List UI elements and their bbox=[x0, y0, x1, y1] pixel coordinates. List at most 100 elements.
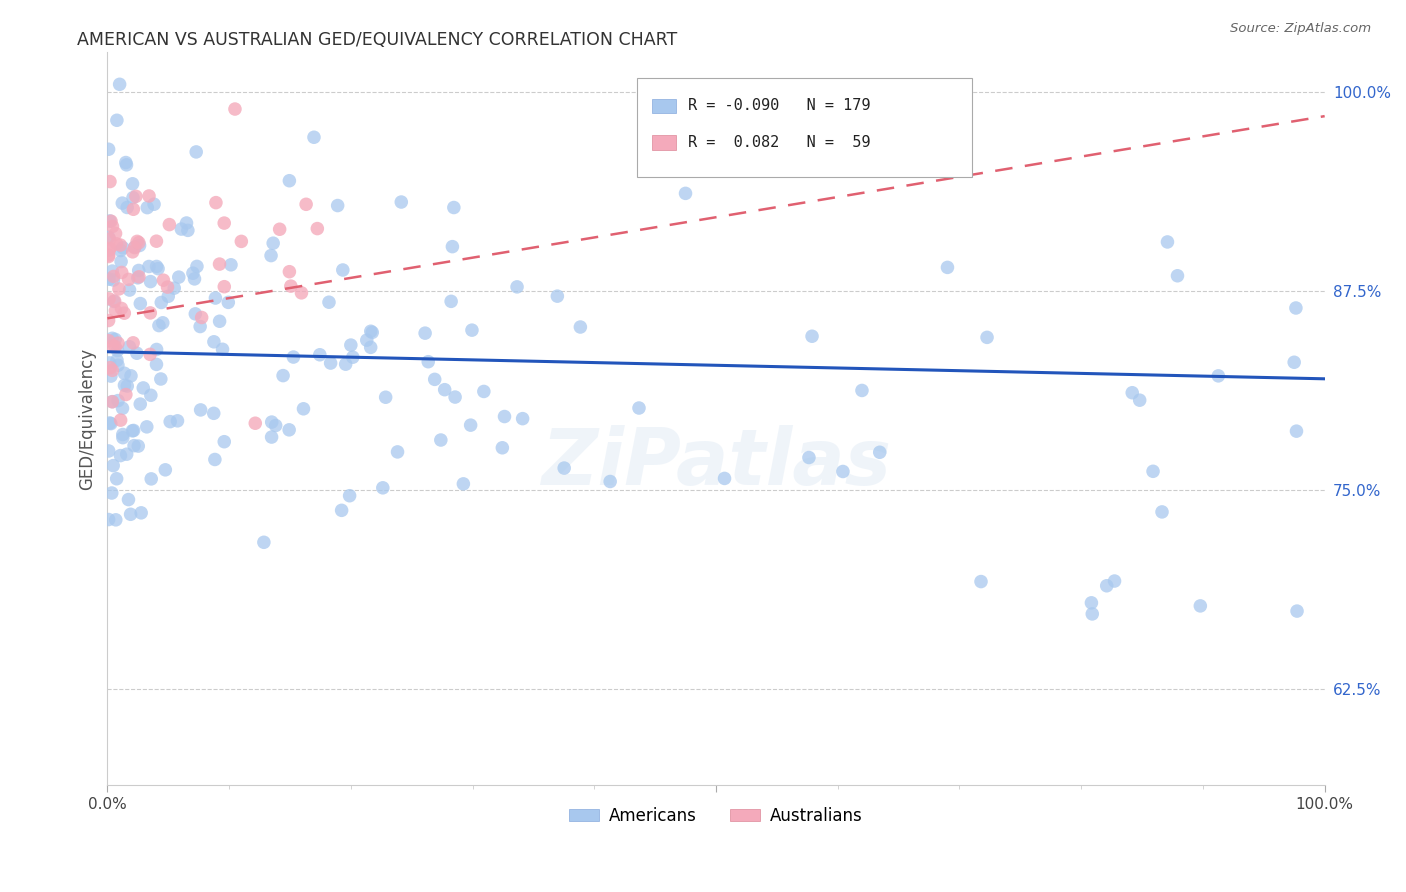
Point bbox=[98, 242, 121, 256]
Point bbox=[461, 323, 484, 337]
Point bbox=[217, 295, 239, 310]
Point bbox=[231, 235, 253, 249]
Point bbox=[423, 372, 446, 386]
Point bbox=[326, 198, 349, 212]
Point bbox=[98, 360, 121, 375]
Point bbox=[205, 195, 228, 210]
Point bbox=[141, 472, 163, 486]
Point bbox=[100, 417, 122, 431]
Point bbox=[260, 249, 283, 263]
Point bbox=[135, 420, 157, 434]
Point bbox=[111, 427, 134, 442]
Point bbox=[110, 238, 132, 252]
Point bbox=[98, 232, 121, 246]
Point bbox=[97, 313, 120, 327]
Point bbox=[105, 353, 128, 368]
Point bbox=[269, 222, 291, 236]
Point bbox=[219, 258, 242, 272]
Point bbox=[122, 191, 145, 205]
Point bbox=[110, 244, 132, 258]
Point bbox=[1282, 355, 1305, 369]
Point bbox=[278, 174, 301, 188]
Point bbox=[1285, 424, 1308, 438]
Point bbox=[145, 260, 167, 274]
Point bbox=[190, 310, 212, 325]
Point bbox=[138, 189, 160, 203]
Point bbox=[361, 326, 384, 340]
Point bbox=[103, 273, 125, 287]
Point bbox=[389, 194, 412, 209]
Point bbox=[166, 414, 188, 428]
Point bbox=[599, 475, 621, 489]
Point bbox=[129, 506, 152, 520]
Point bbox=[157, 289, 180, 303]
Point bbox=[264, 418, 287, 433]
Point bbox=[104, 293, 127, 308]
Point bbox=[128, 235, 150, 250]
Point bbox=[184, 307, 207, 321]
Point bbox=[98, 292, 121, 306]
Point bbox=[211, 343, 233, 357]
Point bbox=[101, 331, 124, 345]
Point bbox=[120, 368, 142, 383]
Point bbox=[118, 340, 141, 354]
Text: ZiPatlas: ZiPatlas bbox=[541, 425, 891, 500]
Point bbox=[120, 508, 142, 522]
Point bbox=[103, 294, 125, 309]
Point bbox=[156, 280, 179, 294]
Point bbox=[553, 461, 575, 475]
Point bbox=[340, 338, 363, 352]
Point bbox=[152, 316, 174, 330]
Point bbox=[97, 334, 120, 348]
Point bbox=[302, 130, 325, 145]
Point bbox=[356, 333, 378, 347]
Point bbox=[127, 235, 149, 249]
Point bbox=[98, 175, 121, 189]
Point bbox=[97, 248, 120, 262]
Point bbox=[121, 177, 143, 191]
Point bbox=[115, 387, 138, 401]
Point bbox=[105, 113, 128, 128]
Point bbox=[1121, 385, 1143, 400]
Point bbox=[145, 343, 167, 357]
Point bbox=[121, 244, 143, 259]
Point bbox=[101, 394, 124, 409]
Point bbox=[128, 263, 150, 277]
Point bbox=[117, 492, 139, 507]
Point bbox=[104, 303, 127, 318]
Point bbox=[114, 155, 136, 169]
Point bbox=[1095, 579, 1118, 593]
Point bbox=[111, 401, 134, 416]
Text: R = -0.090   N = 179: R = -0.090 N = 179 bbox=[688, 98, 870, 113]
Point bbox=[122, 424, 145, 438]
Point bbox=[107, 358, 129, 372]
Point bbox=[1286, 604, 1309, 618]
Point bbox=[280, 279, 302, 293]
Point bbox=[360, 324, 382, 338]
Point bbox=[330, 503, 353, 517]
Point bbox=[101, 394, 124, 409]
Point bbox=[111, 241, 134, 255]
Point bbox=[212, 434, 235, 449]
Point bbox=[139, 388, 162, 402]
Point bbox=[290, 285, 312, 300]
Point bbox=[110, 449, 132, 463]
Point bbox=[188, 319, 211, 334]
Point bbox=[150, 295, 173, 310]
Point bbox=[202, 406, 225, 420]
Point bbox=[97, 142, 120, 156]
Point bbox=[117, 272, 139, 286]
Point bbox=[145, 358, 167, 372]
Point bbox=[122, 335, 145, 350]
Point bbox=[124, 241, 146, 255]
Point bbox=[627, 401, 650, 415]
Point bbox=[138, 260, 160, 274]
Point bbox=[155, 463, 177, 477]
Point bbox=[110, 254, 132, 268]
Point bbox=[970, 574, 993, 589]
Point bbox=[98, 243, 121, 257]
Point bbox=[98, 214, 121, 228]
Point bbox=[117, 379, 139, 393]
Point bbox=[494, 409, 516, 424]
Text: Source: ZipAtlas.com: Source: ZipAtlas.com bbox=[1230, 22, 1371, 36]
